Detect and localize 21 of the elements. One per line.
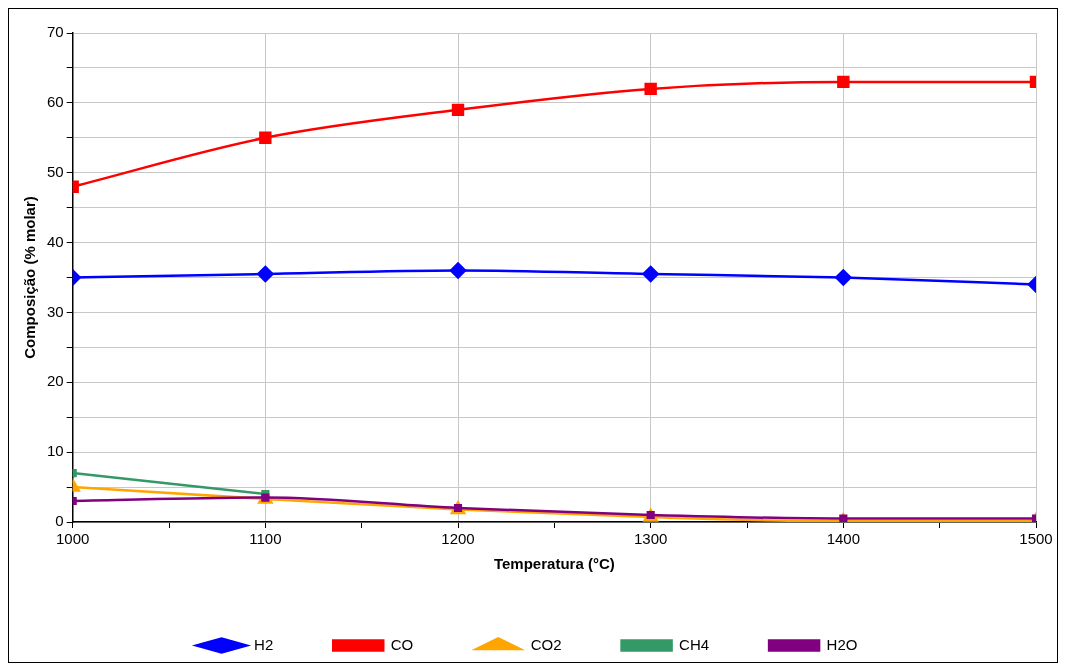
legend-label: CO [390, 635, 414, 653]
x-tick-label: 1100 [249, 530, 282, 548]
x-tick-label: 1400 [826, 530, 861, 548]
x-tick-label: 1200 [441, 530, 475, 548]
legend-label: CH4 [679, 635, 710, 653]
x-tick-label: 1000 [56, 530, 90, 548]
y-tick-label: 30 [47, 302, 64, 320]
y-tick-label: 0 [55, 512, 64, 530]
y-tick-label: 70 [47, 23, 64, 41]
y-tick-label: 40 [47, 232, 64, 250]
y-axis-title: Composição (% molar) [21, 196, 39, 359]
x-tick-label: 1500 [1019, 530, 1053, 548]
x-tick-label: 1300 [633, 530, 668, 548]
y-tick-label: 20 [47, 372, 64, 390]
y-tick-label: 10 [47, 442, 64, 460]
legend-label: H2 [254, 635, 274, 653]
legend-label: H2O [826, 635, 858, 653]
x-axis-title: Temperatura (°C) [493, 555, 615, 573]
y-tick-label: 50 [47, 162, 64, 180]
y-tick-label: 60 [47, 93, 64, 110]
legend-label: CO2 [530, 635, 562, 653]
